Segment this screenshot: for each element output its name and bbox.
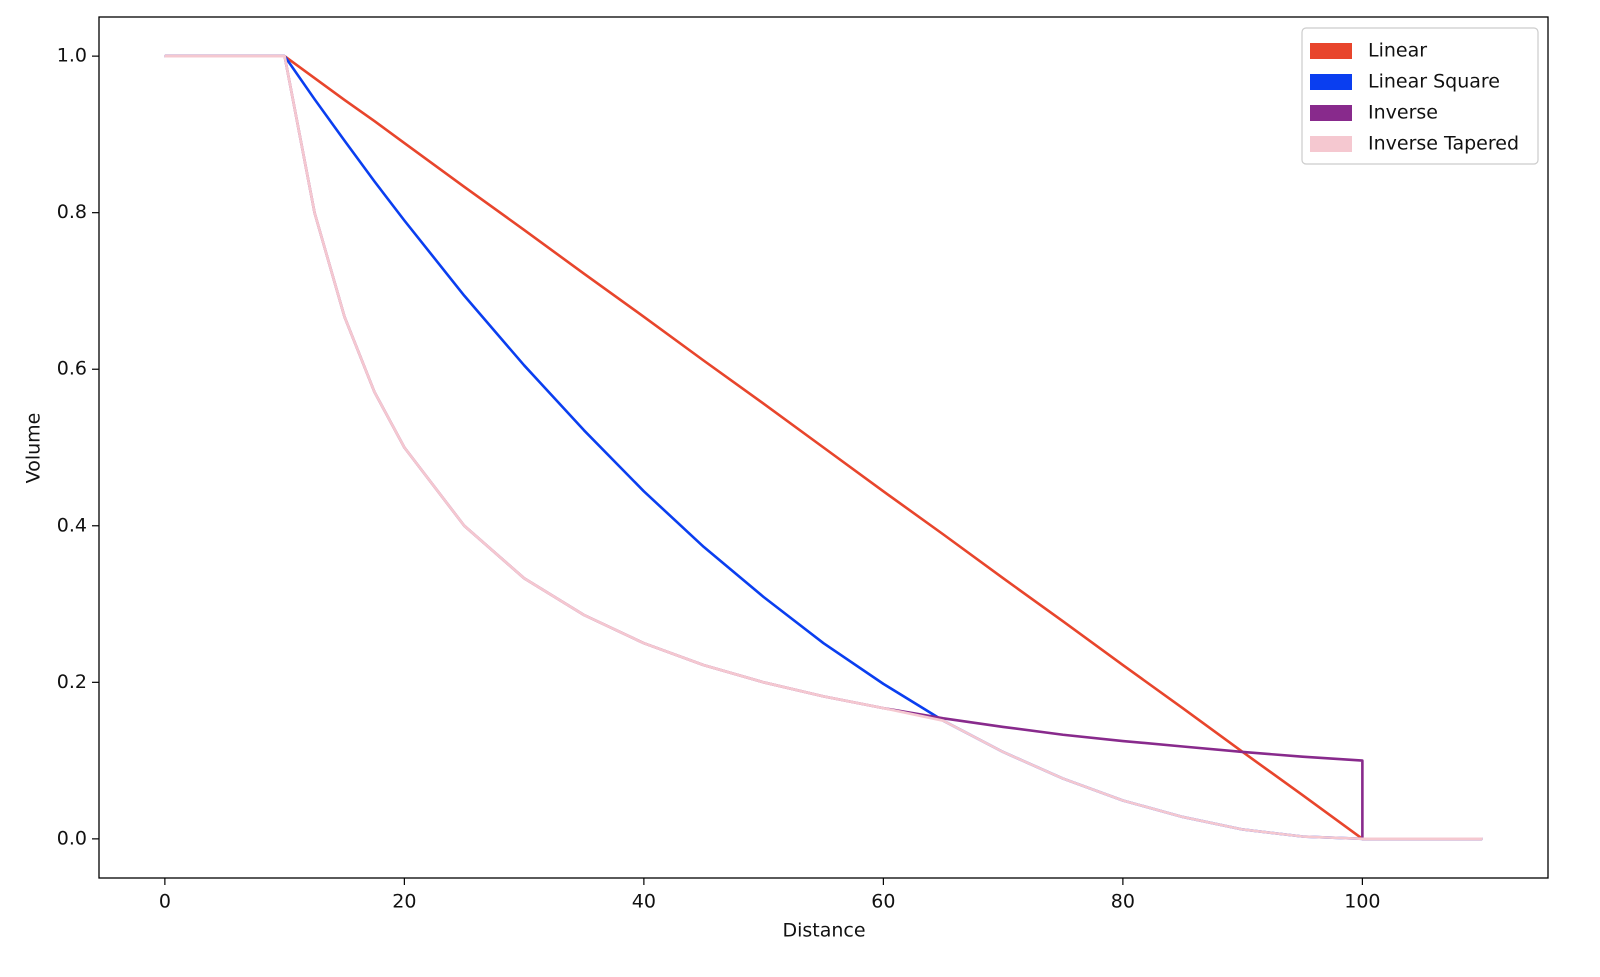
legend-label: Inverse Tapered [1368, 133, 1519, 155]
series-line [164, 54, 1483, 841]
legend-label: Linear Square [1368, 71, 1500, 93]
legend-swatch [1310, 74, 1352, 90]
x-tick-label: 20 [392, 891, 416, 913]
y-tick-label: 0.0 [57, 827, 87, 849]
legend-swatch [1310, 43, 1352, 59]
x-tick-label: 40 [632, 891, 656, 913]
plot-frame [98, 16, 1549, 879]
legend-swatch [1310, 136, 1352, 152]
x-tick-label: 80 [1111, 891, 1135, 913]
series-line [164, 54, 1483, 841]
legend-label: Linear [1368, 40, 1427, 62]
x-tick-label: 60 [871, 891, 895, 913]
y-tick-label: 0.4 [57, 514, 87, 536]
y-tick-label: 0.2 [57, 671, 87, 693]
x-axis-label: Distance [782, 920, 865, 942]
y-tick-label: 0.8 [57, 201, 87, 223]
legend-swatch [1310, 105, 1352, 121]
x-tick-label: 0 [159, 891, 171, 913]
x-tick-label: 100 [1344, 891, 1380, 913]
y-tick-label: 1.0 [57, 45, 87, 67]
y-axis-label: Volume [23, 413, 45, 484]
legend-box [1301, 27, 1539, 165]
legend-label: Inverse [1368, 102, 1438, 124]
y-tick-label: 0.6 [57, 358, 87, 380]
